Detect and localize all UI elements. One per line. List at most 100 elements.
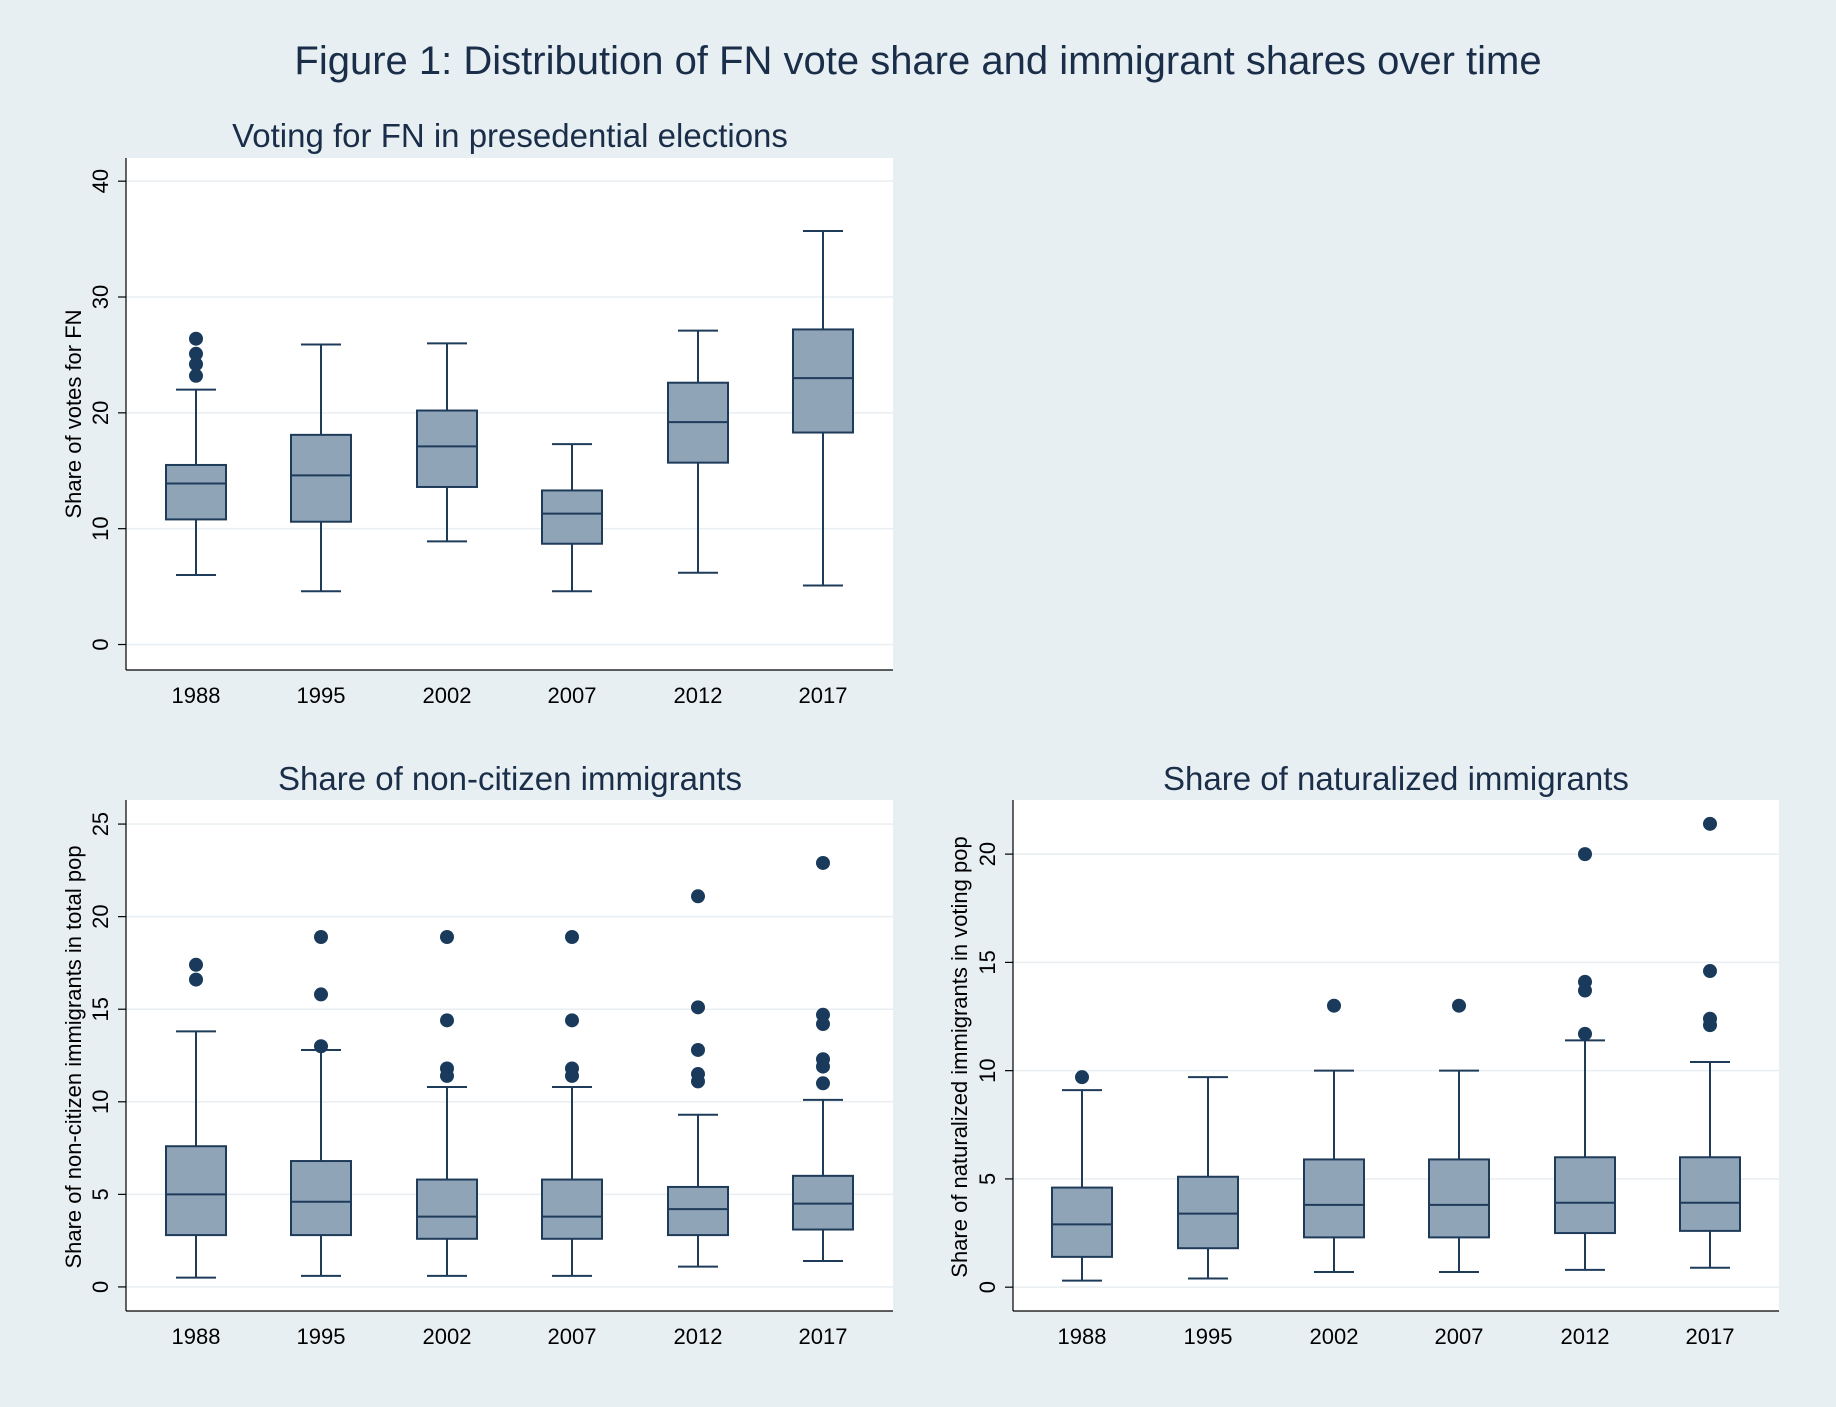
x-tick-label: 2002: [423, 683, 472, 708]
box-iqr: [290, 1160, 352, 1237]
y-tick-label: 0: [88, 1281, 113, 1293]
box-1995: [290, 343, 352, 593]
outlier-point: [1578, 974, 1592, 989]
outlier-point: [565, 1061, 579, 1076]
x-tick-label: 2017: [799, 683, 848, 708]
panel-title: Voting for FN in presedential elections: [232, 117, 788, 154]
box-iqr: [541, 489, 603, 545]
outlier-point: [691, 1067, 705, 1082]
outlier-point: [1075, 1070, 1089, 1085]
plot-area: [126, 800, 893, 1311]
box-1995: [1177, 1076, 1239, 1280]
x-tick-label: 2017: [1686, 1324, 1735, 1349]
box-iqr: [1051, 1186, 1113, 1258]
y-tick-label: 30: [88, 285, 113, 309]
x-tick-label: 1988: [172, 683, 221, 708]
box-iqr: [1679, 1156, 1741, 1232]
box-1988: [165, 957, 227, 1279]
outlier-point: [314, 930, 328, 945]
x-tick-label: 2012: [674, 683, 723, 708]
outlier-point: [816, 855, 830, 870]
outlier-point: [189, 346, 203, 361]
box-2007: [541, 930, 603, 1277]
box-iqr: [1428, 1158, 1490, 1239]
box-2012: [667, 889, 729, 1268]
y-axis-label: Share of non-citizen immigrants in total…: [61, 845, 86, 1268]
box-iqr: [165, 1145, 227, 1237]
outlier-point: [440, 1061, 454, 1076]
outlier-point: [440, 930, 454, 945]
outlier-point: [816, 1052, 830, 1067]
y-tick-label: 10: [88, 516, 113, 540]
box-iqr: [792, 328, 854, 434]
y-axis-label: Share of votes for FN: [61, 309, 86, 518]
x-tick-label: 2002: [423, 1324, 472, 1349]
outlier-point: [1578, 1026, 1592, 1041]
y-tick-label: 5: [88, 1188, 113, 1200]
box-iqr: [1303, 1158, 1365, 1239]
outlier-point: [189, 972, 203, 987]
x-tick-label: 2012: [674, 1324, 723, 1349]
outlier-point: [691, 1000, 705, 1015]
box-iqr: [667, 1185, 729, 1237]
y-tick-label: 5: [975, 1173, 1000, 1185]
box-iqr: [1177, 1175, 1239, 1250]
panel-naturalized-immigrants: Share of naturalized immigrants Share of…: [947, 760, 1779, 1349]
box-iqr: [290, 433, 352, 523]
box-2012: [667, 329, 729, 574]
x-tick-label: 1995: [297, 1324, 346, 1349]
y-tick-label: 20: [88, 904, 113, 928]
x-tick-label: 1995: [297, 683, 346, 708]
outlier-point: [189, 957, 203, 972]
figure-title: Figure 1: Distribution of FN vote share …: [294, 39, 1541, 83]
x-tick-label: 1988: [172, 1324, 221, 1349]
x-tick-label: 2017: [799, 1324, 848, 1349]
outlier-point: [189, 331, 203, 346]
x-tick-label: 1995: [1184, 1324, 1233, 1349]
outlier-point: [565, 1013, 579, 1028]
box-2002: [1303, 998, 1365, 1274]
box-iqr: [1554, 1156, 1616, 1235]
outlier-point: [565, 930, 579, 945]
panel-non-citizen-immigrants: Share of non-citizen immigrants Share of…: [61, 760, 893, 1349]
y-axis-label: Share of naturalized immigrants in votin…: [947, 836, 972, 1277]
panel-fn-vote-share: Voting for FN in presedential elections …: [61, 117, 893, 708]
outlier-point: [1703, 964, 1717, 979]
outlier-point: [691, 889, 705, 904]
box-2017: [792, 229, 854, 587]
panel-title: Share of naturalized immigrants: [1163, 760, 1629, 797]
plot-area: [1013, 800, 1779, 1311]
box-2017: [1679, 816, 1741, 1269]
outlier-point: [314, 987, 328, 1002]
y-tick-label: 40: [88, 169, 113, 193]
y-tick-label: 0: [88, 638, 113, 650]
box-iqr: [416, 1178, 478, 1240]
outlier-point: [1452, 998, 1466, 1013]
y-tick-label: 0: [975, 1281, 1000, 1293]
plot-area: [126, 158, 893, 670]
box-2002: [416, 930, 478, 1277]
x-tick-label: 2002: [1310, 1324, 1359, 1349]
box-iqr: [165, 463, 227, 521]
outlier-point: [1703, 816, 1717, 831]
y-tick-label: 20: [88, 401, 113, 425]
outlier-point: [1703, 1011, 1717, 1026]
panel-title: Share of non-citizen immigrants: [278, 760, 742, 797]
box-1995: [290, 930, 352, 1277]
y-tick-label: 25: [88, 812, 113, 836]
outlier-point: [440, 1013, 454, 1028]
outlier-point: [816, 1076, 830, 1091]
box-2012: [1554, 847, 1616, 1271]
outlier-point: [1327, 998, 1341, 1013]
y-tick-label: 15: [975, 950, 1000, 974]
box-1988: [1051, 1070, 1113, 1282]
x-tick-label: 1988: [1058, 1324, 1107, 1349]
outlier-point: [691, 1042, 705, 1057]
outlier-point: [816, 1007, 830, 1022]
x-tick-label: 2007: [548, 683, 597, 708]
box-2007: [541, 443, 603, 593]
outlier-point: [189, 357, 203, 372]
box-iqr: [416, 409, 478, 488]
outlier-point: [314, 1039, 328, 1054]
